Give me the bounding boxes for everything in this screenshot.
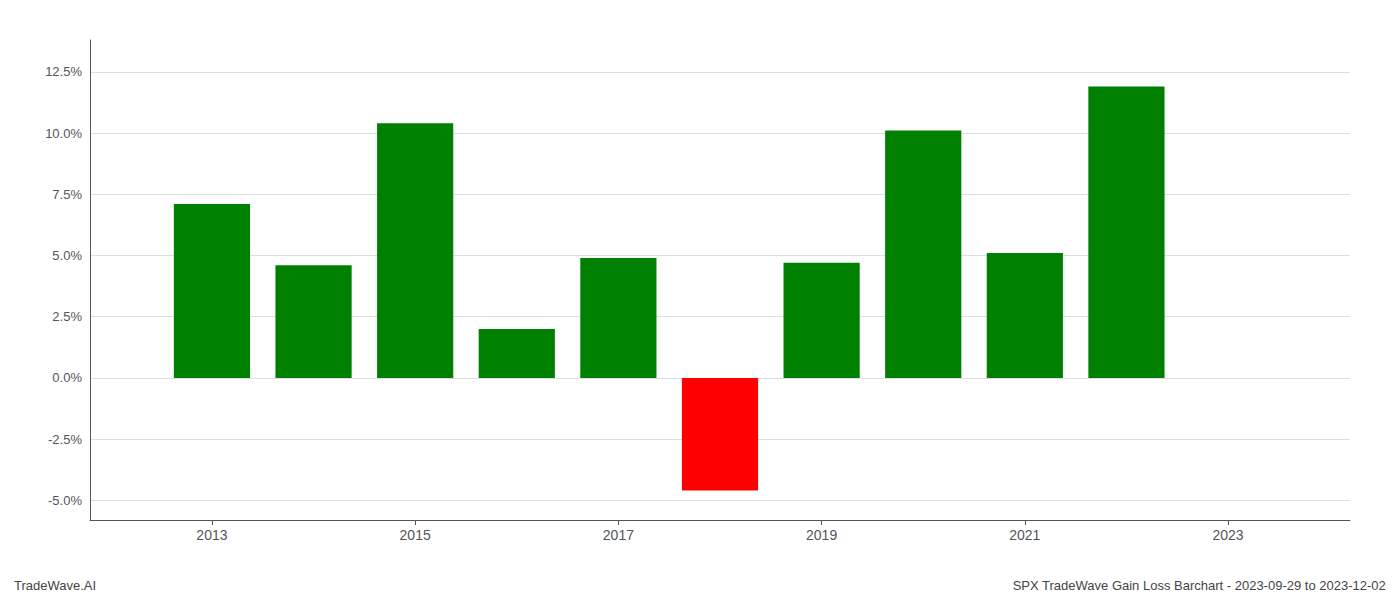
svg-text:0.0%: 0.0% <box>52 370 82 385</box>
svg-text:12.5%: 12.5% <box>45 64 82 79</box>
svg-text:-2.5%: -2.5% <box>48 432 82 447</box>
svg-text:2.5%: 2.5% <box>52 309 82 324</box>
svg-text:2021: 2021 <box>1009 527 1040 543</box>
svg-text:2013: 2013 <box>196 527 227 543</box>
svg-text:SPX TradeWave Gain Loss Barcha: SPX TradeWave Gain Loss Barchart - 2023-… <box>1013 578 1386 593</box>
svg-text:7.5%: 7.5% <box>52 187 82 202</box>
svg-text:2015: 2015 <box>400 527 431 543</box>
svg-text:2017: 2017 <box>603 527 634 543</box>
svg-text:10.0%: 10.0% <box>45 126 82 141</box>
svg-text:-5.0%: -5.0% <box>48 493 82 508</box>
svg-text:2023: 2023 <box>1212 527 1243 543</box>
svg-text:5.0%: 5.0% <box>52 248 82 263</box>
svg-text:TradeWave.AI: TradeWave.AI <box>14 578 96 593</box>
svg-text:2019: 2019 <box>806 527 837 543</box>
